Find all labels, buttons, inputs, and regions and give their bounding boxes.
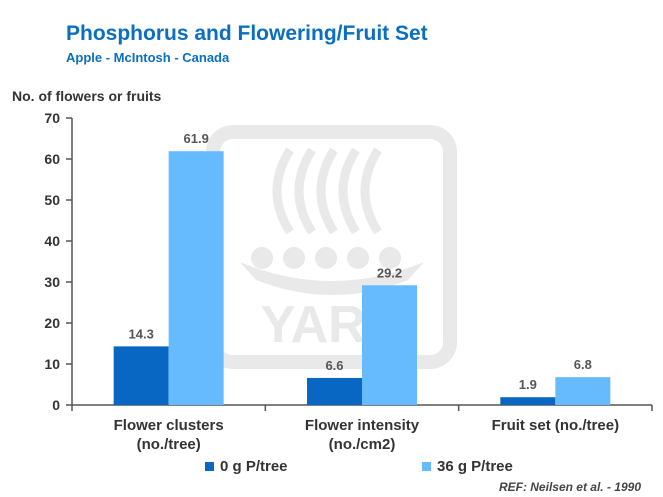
y-tick-label: 0 [52,397,60,413]
bar-2-1 [555,377,611,405]
data-label: 29.2 [377,265,402,280]
bar-0-1 [168,151,224,405]
data-label: 14.3 [129,326,154,341]
bar-2-0 [500,397,556,405]
legend-item-1: 36 g P/tree [422,458,513,475]
y-tick-label: 70 [44,110,60,126]
y-tick-label: 60 [44,151,60,167]
x-tick-label: Flower intensity [305,417,420,434]
legend-swatch-1 [422,462,431,471]
data-label: 61.9 [184,131,209,146]
data-label: 1.9 [519,377,537,392]
watermark-sail-stroke [360,147,382,235]
watermark-sail-stroke [316,147,338,235]
x-tick-label: (no./tree) [137,436,201,453]
watermark-sail-stroke [294,147,316,235]
legend-label-0: 0 g P/tree [220,458,288,475]
y-tick-label: 20 [44,315,60,331]
bar-0-0 [113,346,169,405]
watermark-sail-stroke [338,147,360,235]
x-tick-label: (no./cm2) [329,436,396,453]
chart-title: Phosphorus and Flowering/Fruit Set [66,22,428,45]
y-tick-label: 30 [44,274,60,290]
watermark-shield [379,247,401,269]
bar-1-1 [362,285,417,405]
legend-item-0: 0 g P/tree [205,458,288,475]
y-tick-label: 40 [44,233,60,249]
legend-label-1: 36 g P/tree [437,458,513,475]
watermark-shield [283,247,305,269]
y-axis-title: No. of flowers or fruits [12,88,162,104]
watermark-shield [347,247,369,269]
data-label: 6.8 [574,357,592,372]
watermark-sail-stroke [272,147,294,235]
bar-1-0 [307,377,362,405]
y-tick-label: 10 [44,356,60,372]
data-label: 6.6 [325,358,343,373]
reference-note: REF: Neilsen et al. - 1990 [498,480,641,494]
x-tick-label: Fruit set (no./tree) [492,417,620,434]
legend-swatch-0 [205,462,214,471]
watermark-shield [315,247,337,269]
watermark-shield [251,247,273,269]
y-tick-label: 50 [44,192,60,208]
x-tick-label: Flower clusters [114,417,224,434]
chart-subtitle: Apple - McIntosh - Canada [66,50,230,65]
